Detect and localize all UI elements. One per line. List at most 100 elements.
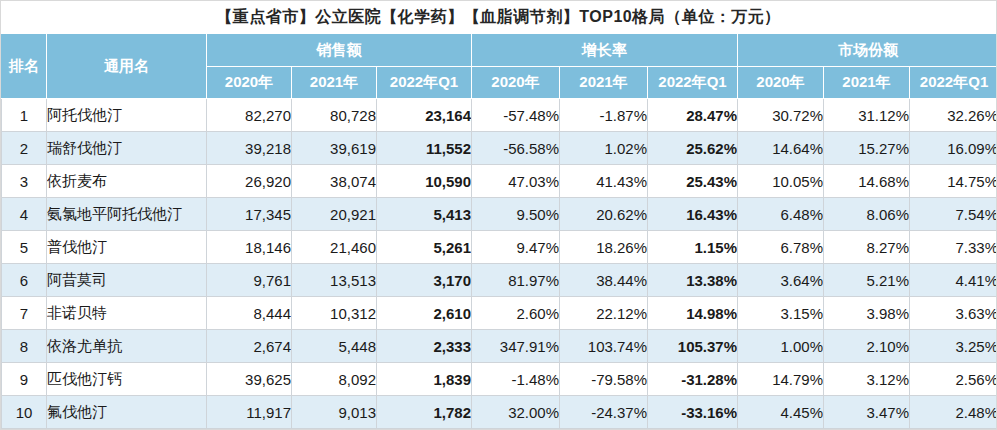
cell-growth-2021: 18.26%: [560, 231, 648, 264]
cell-generic-name: 阿昔莫司: [47, 264, 207, 297]
cell-sales-2022q1: 2,610: [377, 297, 472, 330]
table-row: 10氟伐他汀11,9179,0131,78232.00%-24.37%-33.1…: [2, 396, 997, 429]
cell-sales-2022q1: 5,413: [377, 198, 472, 231]
header-growth-2021: 2021年: [560, 67, 648, 99]
cell-growth-2022q1: 25.62%: [648, 132, 738, 165]
cell-generic-name: 普伐他汀: [47, 231, 207, 264]
cell-share-2022q1: 2.48%: [910, 396, 997, 429]
cell-growth-2022q1: -31.28%: [648, 363, 738, 396]
header-sales-2020: 2020年: [207, 67, 292, 99]
table-row: 1阿托伐他汀82,27080,72823,164-57.48%-1.87%28.…: [2, 99, 997, 132]
top10-table: 排名 通用名 销售额 增长率 市场份额 2020年 2021年 2022年Q1 …: [1, 34, 997, 429]
report-table-container: 【重点省市】公立医院【化学药】【血脂调节剂】TOP10格局（单位：万元） 排名 …: [0, 0, 997, 430]
cell-share-2020: 14.64%: [738, 132, 824, 165]
cell-share-2020: 6.48%: [738, 198, 824, 231]
cell-growth-2021: 103.74%: [560, 330, 648, 363]
header-sales-2021: 2021年: [292, 67, 377, 99]
cell-sales-2021: 21,460: [292, 231, 377, 264]
cell-share-2022q1: 3.63%: [910, 297, 997, 330]
cell-rank: 9: [2, 363, 47, 396]
header-generic-name: 通用名: [47, 35, 207, 99]
table-row: 8依洛尤单抗2,6745,4482,333347.91%103.74%105.3…: [2, 330, 997, 363]
cell-generic-name: 氟伐他汀: [47, 396, 207, 429]
cell-sales-2021: 10,312: [292, 297, 377, 330]
cell-share-2021: 14.68%: [824, 165, 910, 198]
table-row: 2瑞舒伐他汀39,21839,61911,552-56.58%1.02%25.6…: [2, 132, 997, 165]
header-sales-2022q1: 2022年Q1: [377, 67, 472, 99]
table-header: 排名 通用名 销售额 增长率 市场份额 2020年 2021年 2022年Q1 …: [2, 35, 997, 99]
cell-growth-2022q1: 16.43%: [648, 198, 738, 231]
cell-sales-2020: 9,761: [207, 264, 292, 297]
cell-sales-2022q1: 23,164: [377, 99, 472, 132]
cell-share-2021: 8.27%: [824, 231, 910, 264]
cell-generic-name: 依洛尤单抗: [47, 330, 207, 363]
cell-sales-2020: 26,920: [207, 165, 292, 198]
cell-sales-2022q1: 10,590: [377, 165, 472, 198]
cell-generic-name: 依折麦布: [47, 165, 207, 198]
cell-growth-2021: -79.58%: [560, 363, 648, 396]
cell-share-2022q1: 3.25%: [910, 330, 997, 363]
cell-generic-name: 匹伐他汀钙: [47, 363, 207, 396]
cell-share-2022q1: 7.54%: [910, 198, 997, 231]
cell-growth-2022q1: -33.16%: [648, 396, 738, 429]
cell-share-2020: 4.45%: [738, 396, 824, 429]
header-group-growth: 增长率: [472, 35, 738, 67]
cell-growth-2020: -56.58%: [472, 132, 560, 165]
cell-growth-2022q1: 13.38%: [648, 264, 738, 297]
header-group-share: 市场份额: [738, 35, 997, 67]
cell-sales-2022q1: 11,552: [377, 132, 472, 165]
cell-growth-2020: 32.00%: [472, 396, 560, 429]
header-share-2020: 2020年: [738, 67, 824, 99]
cell-growth-2022q1: 1.15%: [648, 231, 738, 264]
cell-rank: 4: [2, 198, 47, 231]
cell-share-2022q1: 16.09%: [910, 132, 997, 165]
cell-growth-2020: 9.47%: [472, 231, 560, 264]
cell-sales-2022q1: 3,170: [377, 264, 472, 297]
cell-sales-2021: 9,013: [292, 396, 377, 429]
cell-sales-2021: 38,074: [292, 165, 377, 198]
cell-sales-2020: 39,218: [207, 132, 292, 165]
header-growth-2022q1: 2022年Q1: [648, 67, 738, 99]
header-group-row: 排名 通用名 销售额 增长率 市场份额: [2, 35, 997, 67]
cell-share-2020: 1.00%: [738, 330, 824, 363]
cell-share-2022q1: 14.75%: [910, 165, 997, 198]
cell-growth-2020: 2.60%: [472, 297, 560, 330]
cell-share-2021: 3.47%: [824, 396, 910, 429]
cell-share-2021: 31.12%: [824, 99, 910, 132]
cell-growth-2021: 1.02%: [560, 132, 648, 165]
cell-share-2022q1: 2.56%: [910, 363, 997, 396]
cell-sales-2020: 8,444: [207, 297, 292, 330]
cell-sales-2020: 2,674: [207, 330, 292, 363]
cell-sales-2021: 80,728: [292, 99, 377, 132]
cell-generic-name: 氨氯地平阿托伐他汀: [47, 198, 207, 231]
cell-growth-2020: 347.91%: [472, 330, 560, 363]
cell-growth-2020: -1.48%: [472, 363, 560, 396]
cell-growth-2020: -57.48%: [472, 99, 560, 132]
cell-share-2022q1: 7.33%: [910, 231, 997, 264]
cell-growth-2022q1: 105.37%: [648, 330, 738, 363]
cell-share-2021: 5.21%: [824, 264, 910, 297]
cell-growth-2021: -1.87%: [560, 99, 648, 132]
cell-rank: 6: [2, 264, 47, 297]
cell-sales-2020: 18,146: [207, 231, 292, 264]
cell-generic-name: 阿托伐他汀: [47, 99, 207, 132]
cell-share-2020: 3.15%: [738, 297, 824, 330]
cell-sales-2022q1: 5,261: [377, 231, 472, 264]
header-group-sales: 销售额: [207, 35, 472, 67]
cell-share-2022q1: 4.41%: [910, 264, 997, 297]
cell-sales-2020: 17,345: [207, 198, 292, 231]
table-row: 5普伐他汀18,14621,4605,2619.47%18.26%1.15%6.…: [2, 231, 997, 264]
cell-sales-2020: 39,625: [207, 363, 292, 396]
cell-share-2021: 15.27%: [824, 132, 910, 165]
cell-sales-2021: 8,092: [292, 363, 377, 396]
header-growth-2020: 2020年: [472, 67, 560, 99]
cell-growth-2020: 47.03%: [472, 165, 560, 198]
cell-growth-2021: 41.43%: [560, 165, 648, 198]
cell-share-2020: 6.78%: [738, 231, 824, 264]
cell-rank: 2: [2, 132, 47, 165]
table-row: 6阿昔莫司9,76113,5133,17081.97%38.44%13.38%3…: [2, 264, 997, 297]
cell-growth-2022q1: 14.98%: [648, 297, 738, 330]
cell-growth-2021: 22.12%: [560, 297, 648, 330]
cell-rank: 1: [2, 99, 47, 132]
cell-growth-2021: 38.44%: [560, 264, 648, 297]
